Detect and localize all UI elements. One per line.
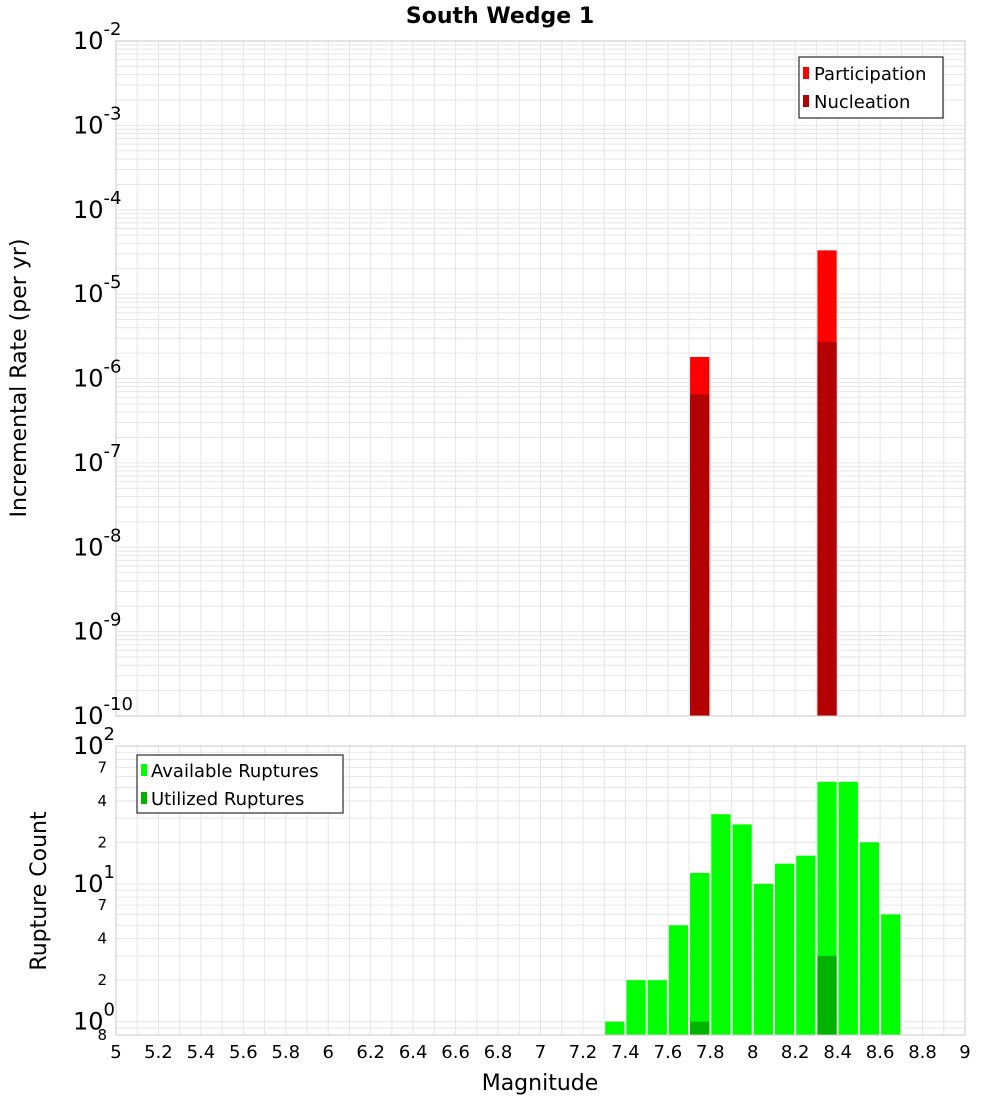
x-tick-label: 6.8 (484, 1042, 513, 1063)
available-ruptures-bar (774, 863, 795, 1035)
available-ruptures-legend-swatch (141, 764, 147, 776)
x-tick-label: 6 (323, 1042, 334, 1063)
chart-title: South Wedge 1 (406, 4, 594, 29)
rate-grid (115, 40, 966, 717)
utilized-ruptures-bar (690, 1021, 710, 1035)
y-major-tick-label: 10-8 (73, 525, 122, 561)
x-tick-label: 6.6 (441, 1042, 470, 1063)
x-tick-label: 5.8 (271, 1042, 300, 1063)
rate-legend-box (798, 56, 944, 119)
rate-y-axis-label: Incremental Rate (per yr) (7, 239, 32, 518)
y-minor-tick-label: 7 (97, 758, 107, 776)
available-ruptures-bar (626, 980, 646, 1035)
x-tick-label: 7.2 (569, 1042, 598, 1063)
x-tick-label: 7.8 (696, 1042, 725, 1063)
participation-legend-label: Participation (814, 64, 926, 85)
count-legend-box (136, 754, 344, 814)
y-major-tick-label: 10-4 (73, 188, 122, 224)
x-tick-label: 7.6 (654, 1042, 683, 1063)
utilized-ruptures-legend-label: Utilized Ruptures (151, 789, 304, 810)
x-tick-label: 8 (747, 1042, 758, 1063)
x-tick-label: 7.4 (611, 1042, 640, 1063)
x-tick-label: 8.2 (781, 1042, 810, 1063)
available-ruptures-bar (859, 842, 880, 1035)
nucleation-bar (690, 394, 710, 716)
y-minor-tick-label: 7 (97, 896, 107, 914)
rate-plot-frame (115, 40, 966, 717)
count-plot-frame (115, 745, 966, 1036)
x-axis-label: Magnitude (482, 1071, 599, 1096)
y-minor-tick-label: 4 (97, 930, 107, 948)
x-tick-label: 8.6 (866, 1042, 895, 1063)
rate-y-ticks: 10-10 10-9 10-8 10-7 10-6 10-5 10-4 10-3 10-2 (73, 19, 133, 730)
available-ruptures-bar (668, 925, 689, 1035)
count-bars (605, 781, 901, 1035)
y-major-tick-label: 10-10 (73, 694, 133, 730)
y-major-tick-label: 101 (73, 862, 115, 898)
y-major-tick-label: 10-5 (73, 272, 122, 308)
x-tick-label: 5.4 (187, 1042, 216, 1063)
nucleation-legend-label: Nucleation (814, 92, 910, 113)
x-tick-label: 6.2 (356, 1042, 385, 1063)
available-ruptures-bar (711, 814, 731, 1035)
y-major-tick-label: 10-2 (73, 19, 122, 55)
available-ruptures-bar (647, 980, 667, 1035)
y-major-tick-label: 100 (73, 1000, 115, 1036)
x-tick-label: 9 (959, 1042, 970, 1063)
participation-legend-swatch (803, 67, 809, 79)
x-tick-labels: 5 5.2 5.4 5.6 5.8 6 6.2 6.4 6.6 6.8 7 7.2 7.4 7.6 7.8 8… (110, 1042, 970, 1063)
y-minor-tick-label: 2 (97, 833, 107, 851)
x-tick-label: 7 (535, 1042, 546, 1063)
available-ruptures-legend-label: Available Ruptures (151, 761, 319, 782)
x-tick-label: 6.4 (399, 1042, 428, 1063)
x-tick-label: 8.4 (823, 1042, 852, 1063)
y-major-tick-label: 10-3 (73, 103, 122, 139)
y-major-tick-label: 10-9 (73, 610, 122, 646)
y-minor-tick-label: 4 (97, 792, 107, 810)
y-major-tick-label: 10-6 (73, 357, 122, 393)
available-ruptures-bar (753, 883, 773, 1035)
count-y-ticks: 100 101 102 8 2 4 7 2 4 7 (73, 724, 115, 1044)
rate-legend: Participation Nucleation (798, 56, 944, 119)
available-ruptures-bar (605, 1021, 625, 1035)
y-minor-tick-label: 2 (97, 971, 107, 989)
utilized-ruptures-legend-swatch (141, 792, 147, 804)
rate-bars (690, 250, 837, 717)
count-y-axis-label: Rupture Count (27, 811, 52, 971)
count-legend: Available Ruptures Utilized Ruptures (136, 754, 344, 814)
available-ruptures-bar (796, 855, 816, 1035)
available-ruptures-bar (838, 781, 858, 1035)
y-minor-tick-label: 8 (97, 1026, 107, 1044)
x-tick-label: 5 (110, 1042, 121, 1063)
x-tick-label: 8.8 (908, 1042, 937, 1063)
available-ruptures-bar (881, 914, 901, 1035)
available-ruptures-bar (732, 824, 752, 1035)
available-ruptures-bar (690, 872, 710, 1035)
y-major-tick-label: 10-7 (73, 441, 122, 477)
nucleation-bar (817, 342, 837, 716)
nucleation-legend-swatch (803, 95, 809, 107)
utilized-ruptures-bar (817, 955, 837, 1035)
x-tick-label: 5.6 (229, 1042, 258, 1063)
y-major-tick-label: 102 (73, 724, 115, 760)
x-tick-label: 5.2 (144, 1042, 173, 1063)
